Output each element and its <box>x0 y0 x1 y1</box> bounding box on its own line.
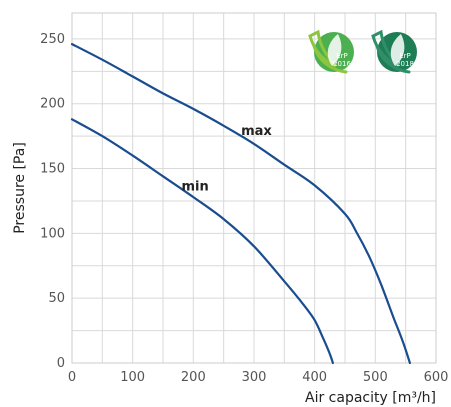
badge-year: 2018 <box>396 60 414 68</box>
y-tick-label: 150 <box>40 162 65 177</box>
y-tick-label: 50 <box>48 291 65 306</box>
x-tick-label: 600 <box>424 370 449 385</box>
badge-year: 2016 <box>333 60 351 68</box>
y-tick-label: 0 <box>57 356 65 371</box>
curve-labels: max min <box>182 124 273 195</box>
leaf-icon-inner <box>327 34 342 66</box>
y-axis-title: Pressure [Pa] <box>12 142 28 234</box>
curve-label-min: min <box>182 180 209 195</box>
erp-2018-badge: ErP 2018 <box>371 29 417 74</box>
curve-label-max: max <box>241 124 272 139</box>
leaf-icon <box>308 29 348 74</box>
badge-label: ErP <box>399 52 411 60</box>
series-line-min <box>70 118 334 365</box>
series-line-max <box>70 43 411 365</box>
leaf-icon-inner <box>390 34 405 66</box>
x-tick-label: 200 <box>181 370 206 385</box>
x-tick-label: 500 <box>363 370 388 385</box>
x-tick-label: 100 <box>120 370 145 385</box>
y-tick-label: 100 <box>40 226 65 241</box>
x-tick-label: 300 <box>242 370 267 385</box>
badge-label: ErP <box>336 52 348 60</box>
y-tick-labels: 0 50 100 150 200 250 <box>40 32 65 371</box>
x-tick-labels: 0 100 200 300 400 500 600 <box>68 370 449 385</box>
x-tick-label: 0 <box>68 370 76 385</box>
curves <box>70 43 411 365</box>
erp-2016-badge: ErP 2016 <box>308 29 354 74</box>
x-axis-title: Air capacity [m³/h] <box>305 390 436 406</box>
x-tick-label: 400 <box>302 370 327 385</box>
y-tick-label: 250 <box>40 32 65 47</box>
y-tick-label: 200 <box>40 97 65 112</box>
erp-badges: ErP 2016 ErP 2018 <box>308 29 417 74</box>
grid <box>71 13 437 364</box>
plot-frame <box>71 12 437 364</box>
leaf-icon <box>371 29 411 74</box>
